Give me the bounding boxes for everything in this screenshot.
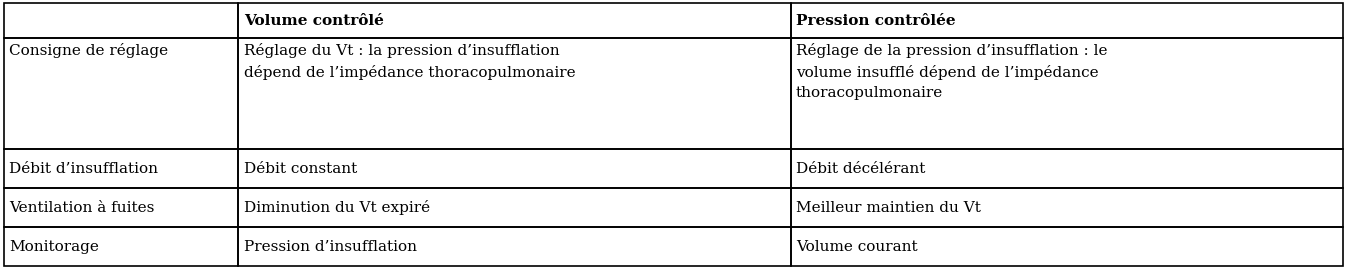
Text: Réglage de la pression d’insufflation : le
volume insufflé dépend de l’impédance: Réglage de la pression d’insufflation : … [796, 43, 1107, 100]
Bar [791, 188, 1343, 227]
Bar [791, 38, 1343, 149]
Bar [4, 3, 238, 38]
Bar [791, 38, 1343, 149]
Bar [4, 38, 238, 149]
Text: Débit constant: Débit constant [244, 162, 357, 176]
Bar [238, 149, 791, 188]
Bar [238, 188, 791, 227]
Text: Consigne de réglage: Consigne de réglage [9, 43, 168, 58]
Bar [238, 227, 791, 266]
Bar [791, 149, 1343, 188]
Text: Pression d’insufflation: Pression d’insufflation [244, 240, 416, 254]
Bar [4, 149, 238, 188]
Bar [238, 188, 791, 227]
Text: Volume courant: Volume courant [796, 240, 917, 254]
Bar [4, 3, 238, 38]
Bar [238, 227, 791, 266]
Bar [4, 188, 238, 227]
Bar [238, 3, 791, 38]
Text: Diminution du Vt expiré: Diminution du Vt expiré [244, 200, 430, 215]
Bar [4, 188, 238, 227]
Bar [791, 188, 1343, 227]
Bar [4, 227, 238, 266]
Text: Débit décélérant: Débit décélérant [796, 162, 925, 176]
Text: Volume contrôlé: Volume contrôlé [244, 13, 384, 27]
Bar [4, 227, 238, 266]
Bar [4, 149, 238, 188]
Bar [238, 38, 791, 149]
Text: Meilleur maintien du Vt: Meilleur maintien du Vt [796, 201, 981, 215]
Bar [238, 3, 791, 38]
Bar [238, 149, 791, 188]
Bar [4, 38, 238, 149]
Text: Monitorage: Monitorage [9, 240, 100, 254]
Text: Pression contrôlée: Pression contrôlée [796, 13, 955, 27]
Bar [791, 3, 1343, 38]
Text: Débit d’insufflation: Débit d’insufflation [9, 162, 159, 176]
Bar [791, 3, 1343, 38]
Bar [238, 38, 791, 149]
Bar [791, 227, 1343, 266]
Text: Réglage du Vt : la pression d’insufflation
dépend de l’impédance thoracopulmonai: Réglage du Vt : la pression d’insufflati… [244, 43, 575, 80]
Bar [791, 227, 1343, 266]
Text: Ventilation à fuites: Ventilation à fuites [9, 201, 155, 215]
Bar [791, 149, 1343, 188]
